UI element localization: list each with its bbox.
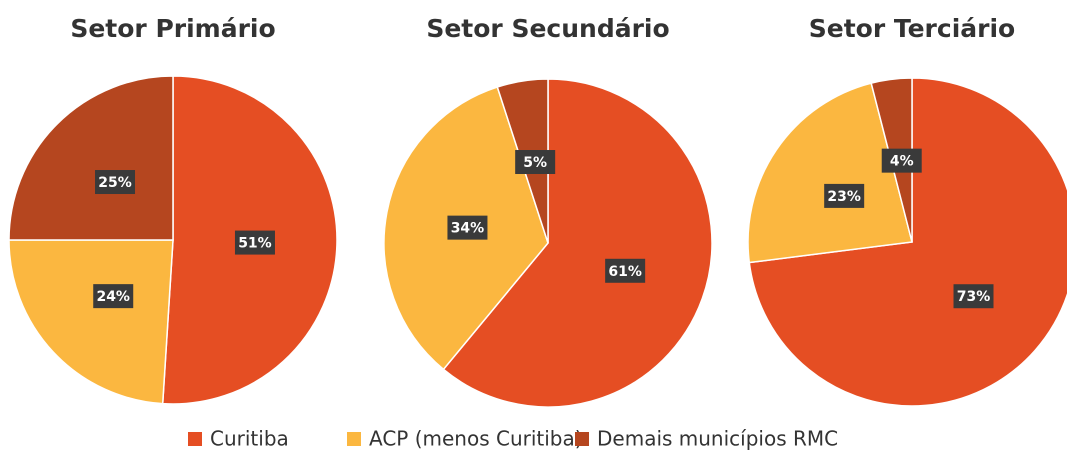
data-label: 73% bbox=[957, 289, 991, 305]
label-box bbox=[824, 183, 865, 208]
label-box bbox=[93, 284, 134, 309]
data-label: 51% bbox=[238, 236, 272, 252]
data-label: 5% bbox=[523, 155, 547, 171]
label-box bbox=[95, 170, 136, 195]
legend-swatch bbox=[188, 432, 202, 446]
legend-label: Curitiba bbox=[210, 427, 289, 451]
pie-slice bbox=[442, 78, 713, 408]
legend-swatch bbox=[347, 432, 361, 446]
legend-label: ACP (menos Curitiba) bbox=[369, 427, 583, 451]
label-box bbox=[953, 284, 994, 309]
data-label: 4% bbox=[890, 154, 914, 170]
label-box bbox=[881, 148, 922, 173]
data-label: 23% bbox=[827, 189, 861, 205]
chart-title: Setor Terciário bbox=[809, 14, 1015, 43]
pie-slice bbox=[8, 75, 174, 241]
pie-slice bbox=[8, 239, 174, 405]
pie-slice bbox=[748, 77, 1067, 407]
label-box bbox=[447, 215, 488, 240]
data-label: 24% bbox=[96, 289, 130, 305]
data-label: 34% bbox=[451, 221, 485, 237]
legend-label: Demais municípios RMC bbox=[597, 427, 838, 451]
chart-title: Setor Primário bbox=[70, 14, 275, 43]
label-box bbox=[515, 150, 556, 175]
label-box bbox=[605, 258, 646, 283]
data-label: 61% bbox=[608, 264, 642, 280]
label-box bbox=[234, 230, 275, 255]
pie-slice bbox=[747, 82, 913, 264]
data-label: 25% bbox=[98, 175, 132, 191]
legend-swatch bbox=[575, 432, 589, 446]
chart-title: Setor Secundário bbox=[426, 14, 669, 43]
